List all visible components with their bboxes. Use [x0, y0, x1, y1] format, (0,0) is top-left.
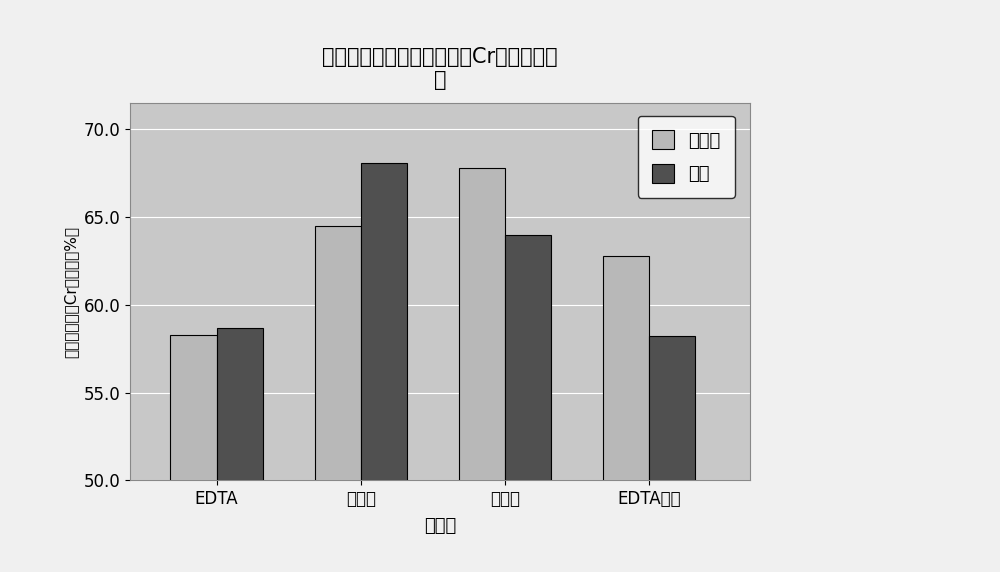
Bar [649, 336, 695, 572]
Bar [505, 235, 551, 572]
Bar [315, 226, 361, 572]
Bar [217, 328, 263, 572]
Bar [459, 168, 505, 572]
Bar [170, 335, 217, 572]
Bar [603, 256, 649, 572]
Y-axis label: 污泥中重金属Cr去除率（%）: 污泥中重金属Cr去除率（%） [63, 226, 78, 358]
Legend: 未超声, 超声: 未超声, 超声 [638, 116, 735, 198]
X-axis label: 修复剂: 修复剂 [424, 517, 456, 535]
Title: 不同修复剂对污泥中重金属Cr去除率的影
响: 不同修复剂对污泥中重金属Cr去除率的影 响 [322, 47, 558, 90]
Bar [361, 162, 407, 572]
